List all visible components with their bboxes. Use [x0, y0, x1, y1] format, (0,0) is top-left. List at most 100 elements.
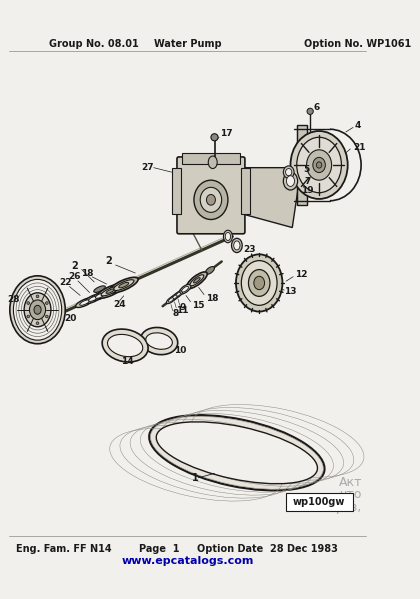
- Ellipse shape: [172, 295, 177, 300]
- Text: 4: 4: [355, 121, 361, 130]
- Bar: [286, 493, 353, 511]
- Ellipse shape: [27, 315, 29, 318]
- Ellipse shape: [231, 238, 242, 253]
- Text: Page  1: Page 1: [139, 544, 179, 554]
- Text: 1: 1: [192, 473, 199, 483]
- Ellipse shape: [291, 131, 348, 199]
- Text: 2: 2: [71, 261, 78, 271]
- FancyBboxPatch shape: [177, 157, 245, 234]
- Text: 26: 26: [68, 272, 81, 281]
- Text: 27: 27: [141, 163, 154, 172]
- Text: 11: 11: [176, 306, 189, 315]
- Ellipse shape: [45, 315, 48, 318]
- Ellipse shape: [85, 294, 101, 304]
- Ellipse shape: [95, 293, 105, 298]
- Text: Option Date  28 Dec 1983: Option Date 28 Dec 1983: [197, 544, 338, 554]
- Text: 19: 19: [301, 186, 314, 195]
- Text: Water Pump: Water Pump: [154, 40, 221, 49]
- Ellipse shape: [211, 134, 218, 141]
- Text: 21: 21: [353, 143, 365, 152]
- Ellipse shape: [286, 176, 294, 186]
- Ellipse shape: [80, 300, 89, 305]
- Ellipse shape: [208, 156, 217, 168]
- Ellipse shape: [284, 166, 294, 179]
- Ellipse shape: [108, 334, 143, 356]
- Ellipse shape: [173, 291, 183, 298]
- Text: Option No. WP1061: Option No. WP1061: [304, 40, 411, 49]
- Text: 15: 15: [192, 301, 205, 310]
- Ellipse shape: [194, 180, 228, 219]
- Ellipse shape: [313, 158, 326, 173]
- Ellipse shape: [207, 195, 215, 205]
- Ellipse shape: [284, 172, 298, 190]
- Ellipse shape: [182, 286, 189, 292]
- Ellipse shape: [109, 277, 138, 293]
- Ellipse shape: [254, 276, 265, 290]
- Ellipse shape: [200, 187, 222, 213]
- Text: Group No. 08.01: Group No. 08.01: [49, 40, 139, 49]
- Text: wp100gw: wp100gw: [293, 497, 345, 507]
- Ellipse shape: [316, 162, 322, 168]
- Ellipse shape: [10, 276, 65, 344]
- Ellipse shape: [307, 108, 313, 114]
- Text: 28: 28: [7, 295, 20, 304]
- Text: 20: 20: [64, 314, 77, 323]
- Ellipse shape: [234, 241, 240, 250]
- Ellipse shape: [76, 298, 94, 307]
- Text: 2: 2: [105, 256, 112, 267]
- Ellipse shape: [106, 289, 114, 294]
- Text: 24: 24: [113, 300, 126, 309]
- Ellipse shape: [13, 279, 62, 340]
- Text: 23: 23: [243, 246, 256, 255]
- Ellipse shape: [102, 329, 148, 362]
- Text: Акт: Акт: [339, 476, 362, 489]
- Ellipse shape: [176, 292, 181, 297]
- Ellipse shape: [140, 328, 178, 355]
- Ellipse shape: [170, 294, 179, 301]
- Bar: [241, 168, 250, 214]
- Ellipse shape: [119, 282, 129, 288]
- Text: 5: 5: [303, 165, 309, 174]
- Ellipse shape: [27, 302, 29, 304]
- Text: 13: 13: [284, 288, 297, 297]
- Ellipse shape: [34, 305, 41, 314]
- Ellipse shape: [225, 232, 231, 241]
- Text: 7: 7: [305, 177, 311, 186]
- Text: 18: 18: [206, 294, 218, 302]
- Ellipse shape: [89, 296, 98, 301]
- Text: 8: 8: [173, 309, 179, 318]
- Ellipse shape: [166, 297, 176, 304]
- Ellipse shape: [149, 415, 325, 491]
- Ellipse shape: [194, 277, 200, 283]
- Ellipse shape: [36, 322, 39, 325]
- Bar: [297, 125, 307, 205]
- Ellipse shape: [94, 286, 105, 292]
- Ellipse shape: [223, 230, 232, 243]
- Ellipse shape: [36, 295, 39, 298]
- Ellipse shape: [249, 270, 270, 297]
- Ellipse shape: [29, 300, 46, 320]
- Ellipse shape: [156, 422, 318, 484]
- Ellipse shape: [97, 284, 123, 298]
- Ellipse shape: [205, 267, 215, 274]
- Text: что: что: [340, 488, 362, 501]
- Ellipse shape: [101, 286, 119, 296]
- Text: 22: 22: [60, 279, 72, 288]
- Ellipse shape: [113, 280, 134, 291]
- Ellipse shape: [92, 291, 108, 300]
- Ellipse shape: [45, 302, 48, 304]
- Text: 17: 17: [220, 129, 233, 138]
- Ellipse shape: [307, 150, 332, 180]
- Text: www.epcatalogs.com: www.epcatalogs.com: [121, 556, 254, 566]
- Text: Eng. Fam. FF N14: Eng. Fam. FF N14: [16, 544, 112, 554]
- Ellipse shape: [168, 298, 173, 302]
- Polygon shape: [243, 168, 301, 228]
- Text: 10: 10: [174, 346, 186, 355]
- Text: 14: 14: [121, 357, 133, 366]
- Text: 12: 12: [295, 270, 307, 279]
- Ellipse shape: [297, 137, 341, 193]
- Bar: [172, 168, 181, 214]
- Text: раз,: раз,: [336, 501, 362, 514]
- Ellipse shape: [146, 333, 172, 349]
- Ellipse shape: [179, 285, 191, 294]
